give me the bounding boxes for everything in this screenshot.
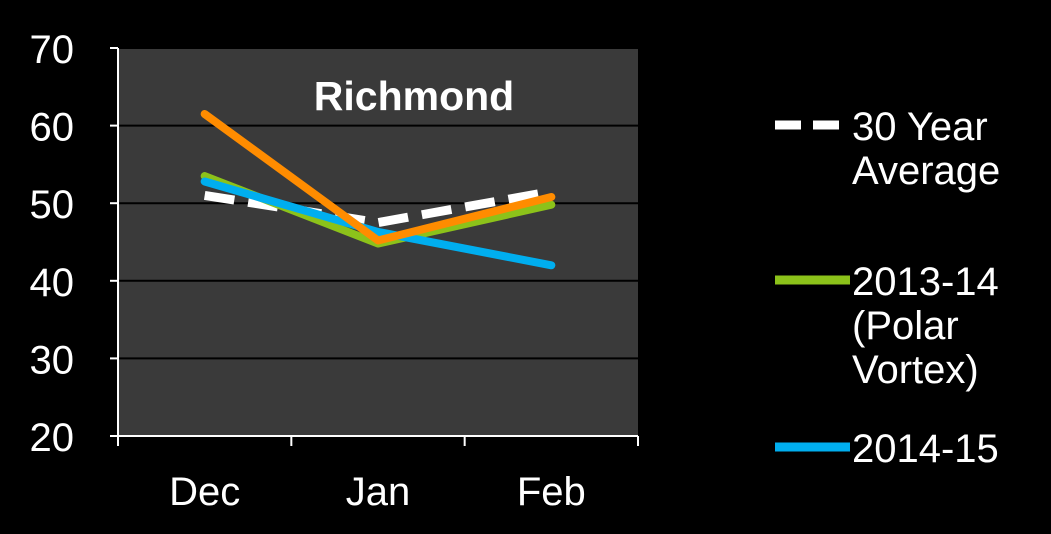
y-tick-label: 30 — [30, 338, 75, 382]
legend-label: 30 Year — [852, 105, 988, 149]
x-tick-label: Dec — [169, 470, 240, 514]
legend-label: Vortex) — [852, 348, 979, 392]
y-tick-label: 60 — [30, 106, 75, 150]
series-line — [203, 187, 553, 228]
series-line — [200, 109, 556, 245]
x-tick-label: Feb — [517, 470, 586, 514]
x-tick-label: Jan — [346, 470, 411, 514]
y-tick-label: 20 — [30, 416, 75, 460]
legend-label: Average — [852, 149, 1000, 193]
legend-label: 2014-15 — [852, 427, 999, 471]
axes: 20 30 40 50 60 70 Dec Jan Feb — [30, 28, 639, 514]
legend-label: 2013-14 — [852, 260, 999, 304]
legend-label: (Polar — [852, 304, 959, 348]
series-lines — [200, 109, 556, 270]
series-line — [200, 177, 556, 270]
chart-title: Richmond — [314, 73, 514, 119]
y-tick-label: 70 — [30, 28, 75, 72]
y-tick-label: 50 — [30, 183, 75, 227]
y-tick-label: 40 — [30, 261, 75, 305]
